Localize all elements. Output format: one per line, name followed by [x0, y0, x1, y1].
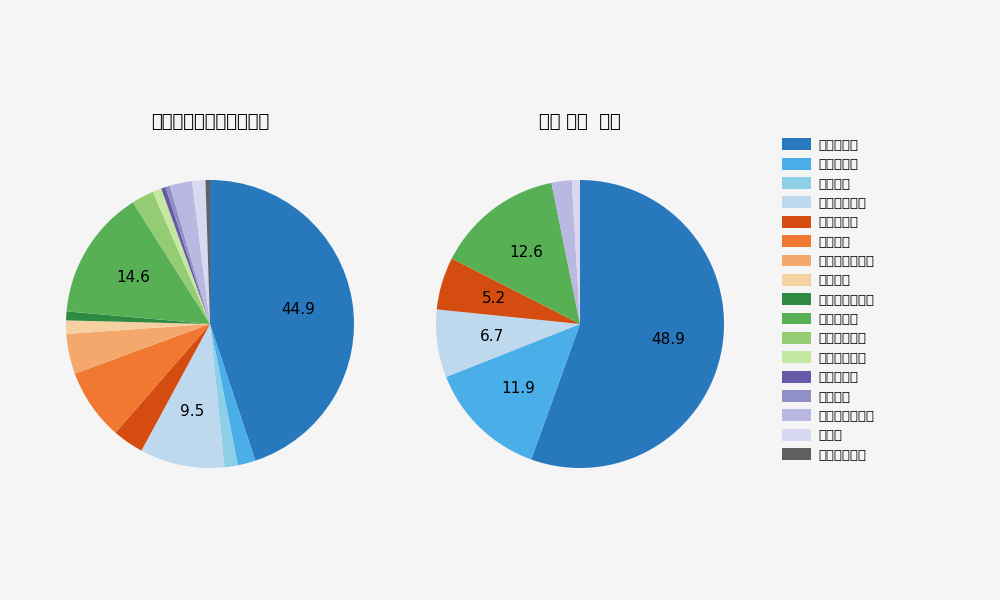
- Wedge shape: [205, 180, 210, 324]
- Wedge shape: [66, 320, 210, 334]
- Wedge shape: [67, 202, 210, 324]
- Wedge shape: [551, 180, 580, 324]
- Wedge shape: [572, 180, 580, 324]
- Wedge shape: [161, 187, 210, 324]
- Text: 11.9: 11.9: [501, 380, 535, 395]
- Wedge shape: [531, 180, 724, 468]
- Wedge shape: [170, 181, 210, 324]
- Text: 6.7: 6.7: [479, 329, 504, 344]
- Legend: ストレート, ツーシーム, シュート, カットボール, スプリット, フォーク, チェンジアップ, シンカー, 高速スライダー, スライダー, 縦スライダー, : ストレート, ツーシーム, シュート, カットボール, スプリット, フォーク,…: [777, 133, 880, 467]
- Wedge shape: [436, 310, 580, 377]
- Wedge shape: [115, 324, 210, 451]
- Text: 48.9: 48.9: [651, 332, 685, 347]
- Title: 角中 勝也  選手: 角中 勝也 選手: [539, 113, 621, 131]
- Wedge shape: [66, 324, 210, 374]
- Wedge shape: [133, 192, 210, 324]
- Text: 5.2: 5.2: [482, 291, 506, 306]
- Wedge shape: [153, 188, 210, 324]
- Wedge shape: [210, 180, 354, 461]
- Wedge shape: [210, 324, 238, 467]
- Wedge shape: [446, 324, 580, 460]
- Wedge shape: [66, 311, 210, 324]
- Wedge shape: [452, 183, 580, 324]
- Wedge shape: [437, 259, 580, 324]
- Title: パ・リーグ全プレイヤー: パ・リーグ全プレイヤー: [151, 113, 269, 131]
- Wedge shape: [192, 180, 210, 324]
- Wedge shape: [210, 324, 255, 465]
- Text: 14.6: 14.6: [117, 270, 151, 285]
- Text: 9.5: 9.5: [180, 404, 205, 419]
- Wedge shape: [166, 186, 210, 324]
- Wedge shape: [75, 324, 210, 433]
- Text: 12.6: 12.6: [509, 245, 543, 260]
- Wedge shape: [141, 324, 224, 468]
- Text: 44.9: 44.9: [281, 302, 315, 317]
